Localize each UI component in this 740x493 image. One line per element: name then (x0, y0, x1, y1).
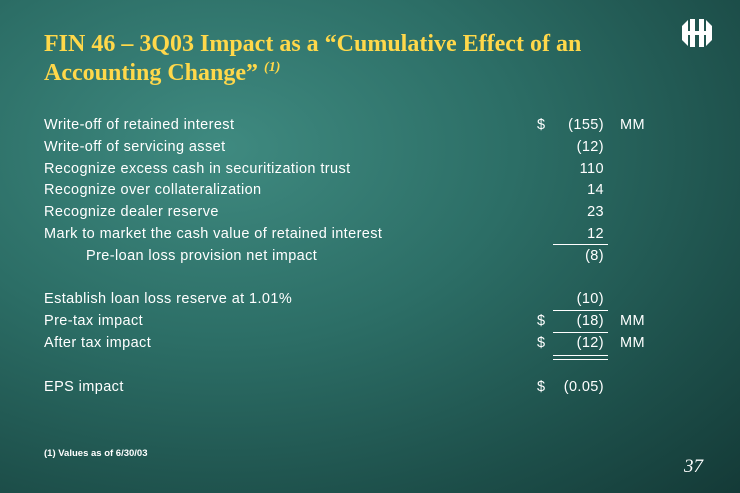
page-number: 37 (684, 456, 703, 477)
row-dollar: $ (537, 379, 546, 395)
row-dollar: $ (537, 117, 546, 133)
subtotal-rule (553, 244, 608, 245)
subtotal-rule (553, 310, 608, 311)
row-label: Pre-tax impact (44, 313, 144, 329)
table-row: Mark to market the cash value of retaine… (0, 226, 740, 246)
row-label: Mark to market the cash value of retaine… (44, 226, 383, 242)
company-logo-icon (682, 19, 712, 47)
row-value: (10) (576, 291, 604, 307)
row-unit: MM (620, 335, 645, 351)
row-label: Recognize dealer reserve (44, 204, 219, 220)
row-value: (155) (568, 117, 604, 133)
row-label: Recognize over collateralization (44, 182, 262, 198)
row-value: 14 (587, 182, 604, 198)
row-value: 110 (579, 161, 604, 177)
subtotal-rule (553, 332, 608, 333)
row-value: (12) (576, 335, 604, 351)
slide-title-text: FIN 46 – 3Q03 Impact as a “Cumulative Ef… (44, 31, 582, 86)
table-row: Pre-tax impact $ (18) MM (0, 313, 740, 333)
row-label: Write-off of retained interest (44, 117, 235, 133)
table-row: Recognize over collateralization 14 (0, 182, 740, 202)
table-row: Write-off of retained interest $ (155) M… (0, 117, 740, 137)
row-value: (18) (576, 313, 604, 329)
table-row: EPS impact $ (0.05) (0, 379, 740, 399)
total-double-rule (553, 359, 608, 360)
row-label: After tax impact (44, 335, 152, 351)
table-row: Pre-loan loss provision net impact (8) (0, 248, 740, 268)
row-value: 12 (587, 226, 604, 242)
table-row: Establish loan loss reserve at 1.01% (10… (0, 291, 740, 311)
row-dollar: $ (537, 313, 546, 329)
table-row: After tax impact $ (12) MM (0, 335, 740, 355)
row-label: Write-off of servicing asset (44, 139, 226, 155)
row-value: 23 (587, 204, 604, 220)
row-unit: MM (620, 117, 645, 133)
table-row: Write-off of servicing asset (12) (0, 139, 740, 159)
total-double-rule (553, 355, 608, 356)
row-value: (0.05) (563, 379, 604, 395)
table-row: Recognize dealer reserve 23 (0, 204, 740, 224)
footnote: (1) Values as of 6/30/03 (44, 448, 148, 459)
row-dollar: $ (537, 335, 546, 351)
row-value: (8) (585, 248, 604, 264)
title-footnote-marker: (1) (264, 60, 281, 75)
row-unit: MM (620, 313, 645, 329)
row-label: Establish loan loss reserve at 1.01% (44, 291, 293, 307)
row-label: EPS impact (44, 379, 124, 395)
table-row: Recognize excess cash in securitization … (0, 161, 740, 181)
row-value: (12) (576, 139, 604, 155)
row-label: Recognize excess cash in securitization … (44, 161, 351, 177)
slide-title: FIN 46 – 3Q03 Impact as a “Cumulative Ef… (44, 30, 644, 88)
row-label: Pre-loan loss provision net impact (86, 248, 318, 264)
